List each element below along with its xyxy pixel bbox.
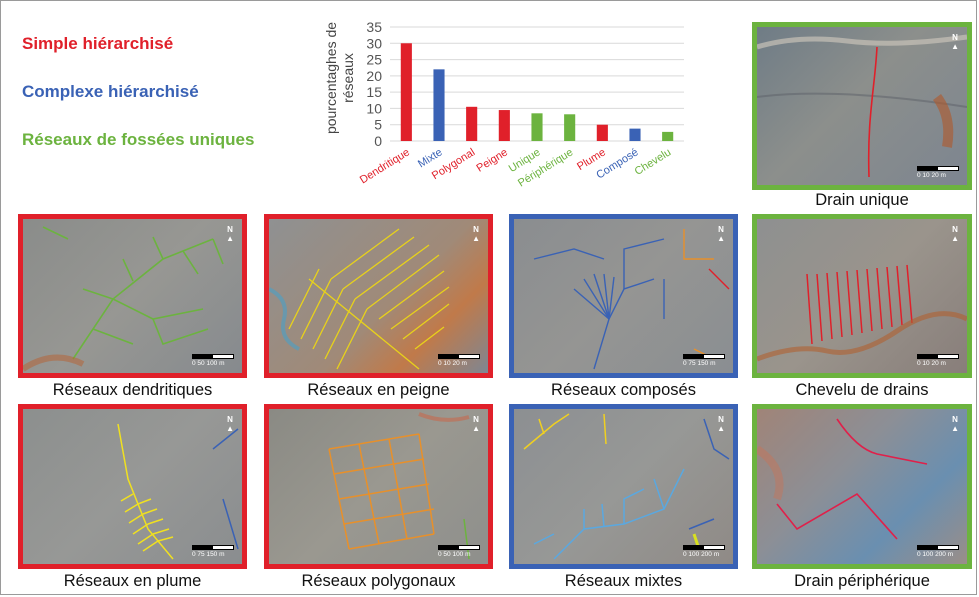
bar-polygonal [466, 106, 478, 141]
map-plume [117, 423, 239, 560]
north-arrow-icon: N ▲ [951, 33, 959, 51]
north-arrow-icon: N ▲ [226, 415, 234, 433]
map-dendritiques [23, 226, 224, 372]
caption-composes: Réseaux composés [551, 381, 696, 399]
map-mixtes [523, 413, 730, 560]
north-arrow-icon: N ▲ [717, 225, 725, 243]
x-tick-label: Dendritique [358, 146, 412, 186]
caption-peripherique: Drain périphérique [794, 572, 930, 590]
panel-polygonaux: N ▲ 0 50 100 m [264, 404, 493, 569]
panel-peigne: N ▲ 0 10 20 m [264, 214, 493, 378]
panel-drain-unique: N ▲ 0 10 20 m [752, 22, 972, 190]
panel-dendritiques: N ▲ 0 50 100 m [18, 214, 247, 378]
bar-dendritique [400, 43, 412, 141]
north-arrow-icon: N ▲ [472, 225, 480, 243]
caption-chevelu: Chevelu de drains [795, 381, 929, 399]
caption-plume: Réseaux en plume [63, 572, 202, 590]
scale-bar: 0 75 150 m [683, 354, 725, 367]
panel-mixtes: N ▲ 0 100 200 m [509, 404, 738, 569]
y-tick-label: 20 [366, 68, 382, 84]
bar-chevelu [662, 131, 674, 141]
y-tick-label: 25 [366, 52, 382, 68]
scale-bar: 0 50 100 m [438, 545, 480, 558]
bar-mixte [433, 69, 445, 141]
map-composes [533, 229, 730, 370]
map-polygonaux [328, 412, 470, 560]
caption-peigne: Réseaux en peigne [307, 381, 450, 399]
scale-bar: 0 10 20 m [917, 166, 959, 179]
north-arrow-icon: N ▲ [951, 225, 959, 243]
scale-bar: 0 10 20 m [438, 354, 480, 367]
north-arrow-icon: N ▲ [951, 415, 959, 433]
y-tick-label: 15 [366, 84, 382, 100]
bar-composé [629, 128, 641, 141]
map-peigne [269, 228, 450, 370]
legend-complex: Complexe hiérarchisé [22, 82, 199, 101]
panel-plume: N ▲ 0 75 150 m [18, 404, 247, 569]
panel-composes: N ▲ 0 75 150 m [509, 214, 738, 378]
bar-unique [531, 113, 543, 141]
map-peripherique [757, 418, 928, 540]
y-tick-label: 35 [366, 19, 382, 35]
x-tick-label: Chevelu [633, 146, 674, 178]
bar-périphérique [564, 114, 576, 141]
caption-mixtes: Réseaux mixtes [564, 572, 683, 590]
panel-peripherique: N ▲ 0 100 200 m [752, 404, 972, 569]
north-arrow-icon: N ▲ [472, 415, 480, 433]
scale-bar: 0 10 20 m [917, 354, 959, 367]
y-tick-label: 10 [366, 100, 382, 116]
y-tick-label: 30 [366, 35, 382, 51]
legend-simple: Simple hiérarchisé [22, 34, 174, 53]
scale-bar: 0 100 200 m [917, 545, 959, 558]
map-chevelu [757, 264, 967, 362]
north-arrow-icon: N ▲ [226, 225, 234, 243]
bar-peigne [498, 110, 510, 141]
panel-chevelu: N ▲ 0 10 20 m [752, 214, 972, 378]
legend-unique: Réseaux de fossées uniques [22, 130, 255, 149]
y-tick-label: 0 [374, 133, 382, 149]
scale-bar: 0 50 100 m [192, 354, 234, 367]
bar-plume [596, 124, 608, 141]
scale-bar: 0 100 200 m [683, 545, 725, 558]
caption-drain-unique: Drain unique [815, 191, 909, 209]
y-tick-label: 5 [374, 117, 382, 133]
map-drain-unique [757, 34, 967, 178]
north-arrow-icon: N ▲ [717, 415, 725, 433]
y-axis-label: pourcentaghes deréseaux [323, 22, 356, 134]
caption-polygonaux: Réseaux polygonaux [301, 572, 456, 590]
x-tick-label: Peigne [475, 146, 510, 174]
scale-bar: 0 75 150 m [192, 545, 234, 558]
caption-dendritiques: Réseaux dendritiques [52, 381, 213, 399]
